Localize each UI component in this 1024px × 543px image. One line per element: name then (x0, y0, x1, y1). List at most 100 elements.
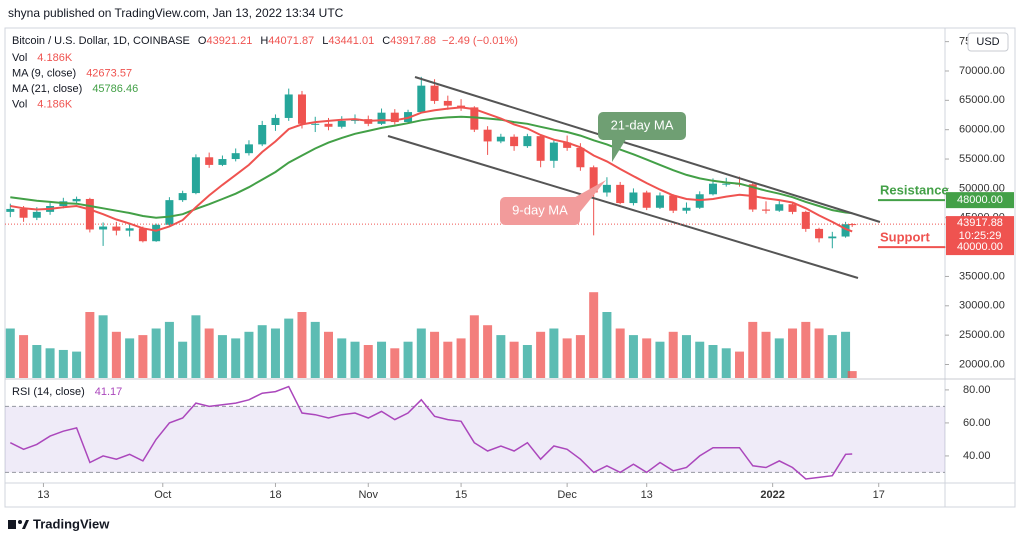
legend-row: Vol 4.186K (12, 52, 73, 64)
volume-bar (72, 351, 82, 378)
volume-bar (827, 335, 837, 378)
y-tick-label: 25000.00 (959, 329, 1005, 341)
x-tick-label: 18 (269, 489, 281, 501)
volume-bar (217, 335, 227, 378)
volume-bar (615, 328, 625, 378)
volume-bar (270, 328, 280, 378)
callout-box (500, 197, 580, 225)
candle-body (152, 224, 161, 242)
logo: TradingView (8, 516, 110, 531)
candle-body (523, 136, 532, 147)
volume-bar (668, 331, 678, 378)
volume-bar (323, 331, 333, 378)
trend-line-upper (414, 76, 881, 223)
candle-body (510, 136, 519, 147)
candle-body (549, 142, 558, 161)
candle-body (244, 144, 253, 154)
volume-bar (231, 338, 241, 378)
volume-bar (655, 341, 665, 378)
candle-body (815, 228, 824, 239)
candle-body (85, 198, 94, 230)
logo-icon (18, 520, 22, 524)
volume-bar (310, 321, 320, 378)
candle-body (258, 124, 267, 145)
volume-bar (403, 341, 413, 378)
rsi-tick-label: 60.00 (963, 417, 991, 429)
legend-item: H (260, 35, 268, 47)
candle-body (470, 107, 479, 130)
trend-line-lower (387, 135, 859, 279)
volume-bar (721, 348, 731, 378)
x-tick-label: 13 (641, 489, 653, 501)
candle-body (669, 195, 678, 211)
volume-bar (191, 315, 201, 378)
candle-body (775, 204, 784, 211)
volume-bar (45, 348, 55, 378)
volume-bar (390, 348, 400, 378)
candle-body (99, 226, 108, 230)
candle-body (6, 208, 15, 212)
volume-bar (337, 338, 347, 378)
ma21-line (10, 115, 853, 219)
candle-body (841, 224, 850, 237)
logo-icon (22, 520, 29, 529)
volume-bar (244, 331, 254, 378)
candle-body (178, 193, 187, 201)
candle-body (828, 236, 837, 239)
candle-body (205, 157, 214, 165)
volume-bar (151, 328, 161, 378)
volume-bar (814, 328, 824, 378)
candle-body (536, 136, 545, 161)
candle-body (788, 204, 797, 212)
candle-body (138, 228, 147, 242)
candle-body (271, 117, 280, 125)
volume-bar (164, 321, 174, 378)
volume-bar (801, 321, 811, 378)
overlay: 43917.8810:25:29Resistance48000.00Suppor… (5, 35, 1014, 398)
legend-item: L (322, 35, 328, 47)
x-tick-label: Oct (154, 489, 171, 501)
currency-button[interactable] (967, 32, 1009, 52)
volume-bar (681, 335, 691, 378)
volume-bar (562, 338, 572, 378)
candle-body (563, 142, 572, 148)
volume-bar (589, 292, 599, 378)
volume-bar (847, 371, 857, 378)
legend-item: 43441.01 (328, 35, 374, 47)
legend-item: 43917.88 (390, 35, 436, 47)
legend-item: O (198, 35, 207, 47)
legend-row: Bitcoin / U.S. Dollar, 1D, COINBASE O4392… (12, 35, 518, 47)
candle-body (801, 211, 810, 229)
volume-bar (841, 331, 851, 378)
legend-item: 42673.57 (86, 67, 132, 79)
rsi-tick-label: 40.00 (963, 450, 991, 462)
volume-bar (5, 328, 15, 378)
y-tick-label: 65000.00 (959, 94, 1005, 106)
volume-bar (416, 328, 426, 378)
volume-bar (628, 335, 638, 378)
candle-body (191, 157, 200, 194)
candle-body (616, 184, 625, 204)
x-tick-label: 15 (455, 489, 467, 501)
volume-bar (734, 351, 744, 378)
y-tick-label: 70000.00 (959, 65, 1005, 77)
volume-bar (350, 341, 360, 378)
candle-body (297, 94, 306, 124)
legend-row: MA (21, close) 45786.46 (12, 83, 138, 95)
legend-item: RSI (14, close) (12, 386, 85, 398)
legend-item: Bitcoin / U.S. Dollar, 1D, COINBASE (12, 35, 190, 47)
candle-body (722, 183, 731, 185)
candle-body (337, 120, 346, 127)
candle-body (483, 129, 492, 142)
legend-item: 4.186K (37, 98, 73, 110)
volume-bar (708, 345, 718, 378)
candle-body (165, 200, 174, 225)
currency[interactable]: USD (976, 36, 999, 48)
candle-body (430, 85, 439, 101)
x-tick-label: 17 (873, 489, 885, 501)
volume-bar (58, 349, 68, 378)
volume-bar (456, 338, 466, 378)
volume-bar (204, 328, 214, 378)
volume-bar (774, 338, 784, 378)
level-box (946, 239, 1014, 256)
